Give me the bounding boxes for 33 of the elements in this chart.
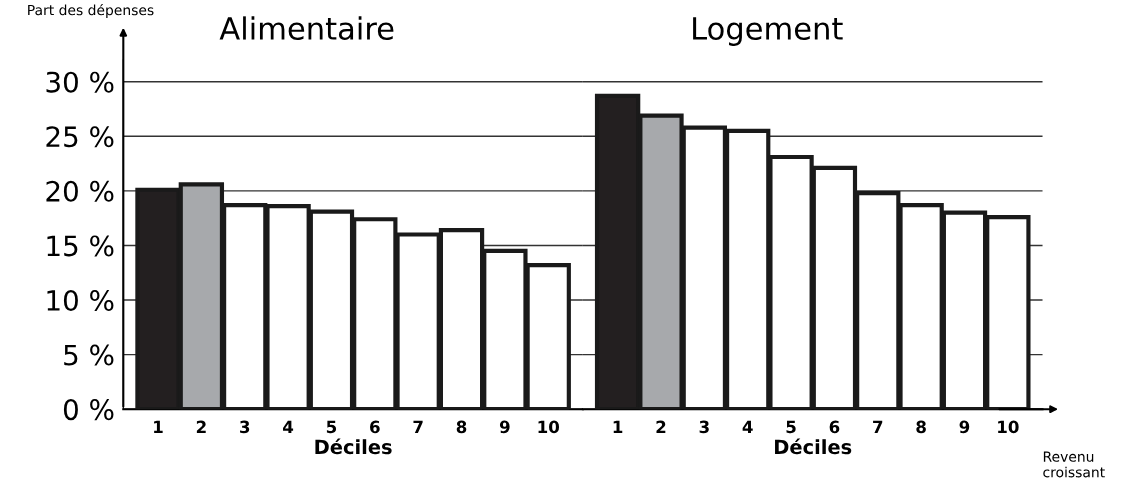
x-tick-label: 7 <box>873 420 883 433</box>
y-tick-label: 0 % <box>63 399 114 421</box>
y-tick-label: 5 % <box>64 344 114 366</box>
x-tick-label: 10 <box>538 420 560 434</box>
x-tick-label: 2 <box>196 420 206 433</box>
x-tick-label: 4 <box>283 420 294 433</box>
x-tick-label: 6 <box>370 420 380 434</box>
y-tick-label: 15 % <box>47 235 114 257</box>
x-tick-label: 1 <box>154 420 163 433</box>
x-tick-label: 6 <box>829 420 840 434</box>
x-tick-label: 5 <box>326 420 337 434</box>
text: Revenu croissant <box>1043 451 1105 478</box>
x-tick-label: 10 <box>998 420 1019 434</box>
x-tick-label: 3 <box>240 420 250 434</box>
x-tick-label: 3 <box>699 420 709 434</box>
x-tick-label: 7 <box>413 420 423 433</box>
x-axis-title: Déciles <box>775 438 852 455</box>
x-tick-label: 2 <box>656 420 666 433</box>
y-tick-label: 10 % <box>47 289 114 311</box>
y-axis-title: Part des dépenses <box>28 3 154 18</box>
x-axis-title: Déciles <box>315 438 392 455</box>
x-tick-label: 1 <box>613 420 623 433</box>
x-tick-label: 4 <box>742 420 753 433</box>
x-tick-label: 8 <box>456 420 467 434</box>
chart-title: Alimentaire <box>219 16 394 40</box>
x-tick-label: 5 <box>786 420 796 434</box>
x-tick-label: 9 <box>499 420 510 434</box>
x-tick-label: 9 <box>959 420 970 434</box>
y-tick-label: 20 % <box>46 180 114 202</box>
x-tick-label: 8 <box>916 420 926 434</box>
y-tick-label: 25 % <box>46 126 114 148</box>
chart-title: Logement <box>693 17 843 46</box>
y-tick-label: 30 % <box>46 71 114 93</box>
